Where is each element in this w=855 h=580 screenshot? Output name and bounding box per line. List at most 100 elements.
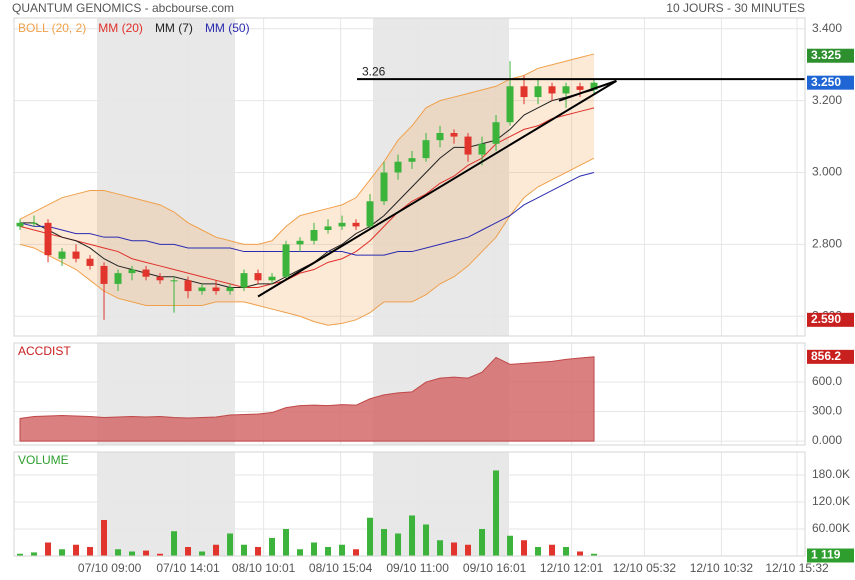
volume-bar <box>255 546 262 556</box>
candle-body <box>44 222 52 256</box>
legend-entry: BOLL (20, 2) <box>18 21 86 35</box>
candle-body <box>254 273 262 281</box>
last-value-badge <box>807 48 854 63</box>
volume-bar <box>227 533 234 556</box>
candle-body <box>156 276 164 281</box>
volume-bar <box>269 537 276 556</box>
volume-bar <box>283 528 290 556</box>
candle-body <box>562 86 570 94</box>
candle-body <box>548 86 556 94</box>
band-lower <box>19 157 595 326</box>
last-value-label: 3.250 <box>811 75 841 89</box>
volume-bar <box>199 551 206 556</box>
candle-body <box>226 287 234 292</box>
volume-bar <box>45 542 52 556</box>
plot-candlestick: 3.26 <box>16 53 805 326</box>
candle-body <box>464 136 472 155</box>
volume-bar <box>339 544 346 556</box>
volume-bar <box>73 544 80 556</box>
volume-bar <box>563 546 570 556</box>
y-tick-label: 60.00K <box>812 521 850 535</box>
y-tick-label: 180.0K <box>812 467 850 481</box>
candle-body <box>352 222 360 227</box>
y-tick-label: 300.0 <box>812 404 842 418</box>
candle-body <box>492 122 500 144</box>
x-tick-label: 12/10 10:32 <box>690 561 754 575</box>
panel-frame <box>13 342 806 446</box>
volume-bar <box>101 519 108 556</box>
candle-body <box>212 287 220 292</box>
last-value-badge <box>807 75 854 90</box>
candle-body <box>408 158 416 162</box>
candle-body <box>16 222 24 227</box>
candle-body <box>58 251 66 259</box>
candle-body <box>338 222 346 227</box>
volume-bar <box>465 544 472 556</box>
last-value-label: 2.590 <box>811 312 841 326</box>
last-value-label: 3.325 <box>811 48 841 62</box>
trendline <box>558 79 617 102</box>
volume-bar <box>353 549 360 556</box>
panel-frame <box>13 451 806 557</box>
volume-bar <box>493 470 500 556</box>
candle-body <box>520 86 528 98</box>
volume-bar <box>521 540 528 556</box>
candle-body <box>534 86 542 98</box>
volume-bar <box>423 524 430 556</box>
volume-bar <box>325 546 332 556</box>
last-value-badge <box>807 349 854 364</box>
candle-body <box>366 201 374 227</box>
legend-entry: MM (50) <box>205 21 250 35</box>
volume-bar <box>549 544 556 556</box>
candle-body <box>128 269 136 274</box>
candle-body <box>450 132 458 137</box>
volume-bar <box>171 531 178 556</box>
volume-bar <box>507 535 514 556</box>
x-tick-label: 07/10 14:01 <box>156 561 220 575</box>
x-tick-label: 09/10 16:01 <box>463 561 527 575</box>
volume-bar <box>185 546 192 556</box>
volume-bar <box>591 553 598 556</box>
volume-bar <box>535 546 542 556</box>
candle-body <box>170 280 178 282</box>
x-tick-label: 08/10 15:04 <box>309 561 373 575</box>
volume-bar <box>17 553 24 556</box>
x-tick-label: 09/10 11:00 <box>386 561 449 575</box>
volume-bar <box>395 533 402 556</box>
candle-body <box>310 230 318 241</box>
volume-bar <box>437 540 444 556</box>
trendline <box>257 80 617 298</box>
candle-body <box>422 140 430 159</box>
band-fill <box>20 53 595 326</box>
y-tick-label: 3.400 <box>812 21 842 35</box>
chart-title: QUANTUM GENOMICS - abcbourse.com <box>12 1 234 15</box>
horizontal-line-label: 3.26 <box>362 64 386 78</box>
last-value-badge <box>807 548 854 563</box>
y-tick-label: 120.0K <box>812 494 850 508</box>
volume-bar <box>367 517 374 556</box>
y-tick-label: 3.000 <box>812 165 842 179</box>
x-tick-label: 12/10 15:32 <box>765 561 829 575</box>
candle-body <box>72 251 80 259</box>
volume-bar <box>129 551 136 556</box>
candle-body <box>576 86 584 90</box>
candle-body <box>590 82 598 90</box>
volume-bar <box>157 553 164 556</box>
x-tick-label: 08/10 10:01 <box>232 561 296 575</box>
legend-entry: MM (20) <box>98 21 143 35</box>
volume-bar <box>311 542 318 556</box>
volume-bar <box>241 544 248 556</box>
candle-body <box>380 172 388 202</box>
candle-body <box>282 244 290 277</box>
candle-body <box>394 161 402 173</box>
candle-body <box>436 132 444 141</box>
volume-bar <box>31 552 38 556</box>
candle-body <box>324 226 332 230</box>
panel-frame <box>13 17 806 337</box>
candle-body <box>114 273 122 284</box>
legend-entry: MM (7) <box>155 21 193 35</box>
candle-body <box>184 280 192 292</box>
volume-bar <box>577 551 584 556</box>
volume-bar <box>381 528 388 556</box>
